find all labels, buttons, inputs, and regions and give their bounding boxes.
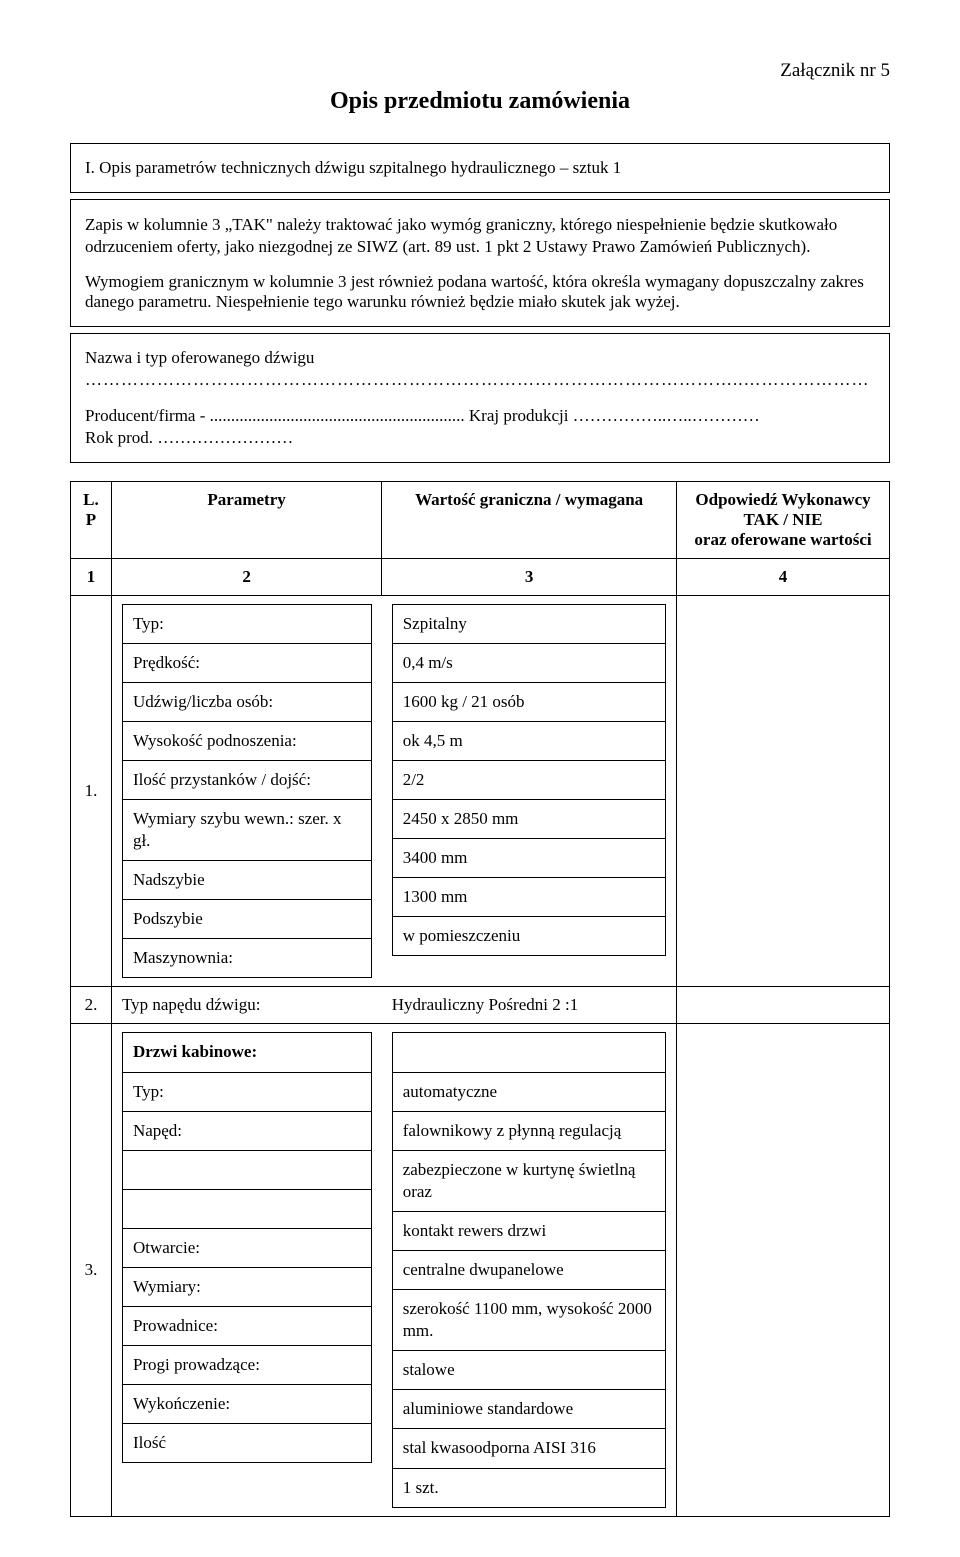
param-label: Progi prowadzące: <box>122 1346 371 1385</box>
param-label: Prędkość: <box>122 643 371 682</box>
section-heading-box: I. Opis parametrów technicznych dźwigu s… <box>70 143 890 193</box>
row-values: Hydrauliczny Pośredni 2 :1 <box>382 987 677 1024</box>
param-value: 1600 kg / 21 osób <box>392 682 665 721</box>
param-label: Ilość przystanków / dojść: <box>122 760 371 799</box>
intro-paragraph-1: Zapis w kolumnie 3 „TAK" należy traktowa… <box>85 214 875 258</box>
param-value: centralne dwupanelowe <box>392 1251 665 1290</box>
colnum-3: 3 <box>382 558 677 595</box>
header-parameters: Parametry <box>111 481 381 558</box>
row-params: Typ: Prędkość: Udźwig/liczba osób: Wysok… <box>111 595 381 987</box>
country-dots: ……………..…..………… <box>573 406 760 425</box>
param-value: 2/2 <box>392 760 665 799</box>
param-label: Napęd: <box>122 1111 371 1150</box>
param-value: stalowe <box>392 1351 665 1390</box>
param-subheading: Drzwi kabinowe: <box>122 1033 371 1072</box>
param-value: ok 4,5 m <box>392 721 665 760</box>
param-label: Udźwig/liczba osób: <box>122 682 371 721</box>
device-name-label: Nazwa i typ oferowanego dźwigu <box>85 348 875 368</box>
row-answer <box>677 595 890 987</box>
table-number-row: 1 2 3 4 <box>71 558 890 595</box>
param-label: Nadszybie <box>122 861 371 900</box>
intro-paragraph-2: Wymogiem granicznym w kolumnie 3 jest ró… <box>85 272 875 312</box>
row-values: automatyczne falownikowy z płynną regula… <box>382 1024 677 1516</box>
param-label: Prowadnice: <box>122 1307 371 1346</box>
colnum-4: 4 <box>677 558 890 595</box>
header-lp: L. P <box>71 481 112 558</box>
param-value: 1300 mm <box>392 878 665 917</box>
form-box: Nazwa i typ oferowanego dźwigu ………………………… <box>70 333 890 463</box>
param-value: falownikowy z płynną regulacją <box>392 1111 665 1150</box>
param-value: 3400 mm <box>392 839 665 878</box>
param-value: Szpitalny <box>392 604 665 643</box>
row-lp: 3. <box>71 1024 112 1516</box>
param-label <box>122 1150 371 1189</box>
parameters-table: L. P Parametry Wartość graniczna / wymag… <box>70 481 890 1517</box>
table-row: 1. Typ: Prędkość: Udźwig/liczba osób: Wy… <box>71 595 890 987</box>
header-value: Wartość graniczna / wymagana <box>382 481 677 558</box>
param-label: Typ: <box>122 1072 371 1111</box>
year-dots: …………………… <box>157 428 293 447</box>
document-title: Opis przedmiotu zamówienia <box>70 88 890 115</box>
param-value: 1 szt. <box>392 1468 665 1507</box>
section-heading: I. Opis parametrów technicznych dźwigu s… <box>85 158 621 177</box>
param-label: Wysokość podnoszenia: <box>122 721 371 760</box>
table-row: 3. Drzwi kabinowe: Typ: Napęd: Otwarcie:… <box>71 1024 890 1516</box>
param-value: kontakt rewers drzwi <box>392 1211 665 1250</box>
row-answer <box>677 1024 890 1516</box>
param-value: zabezpieczone w kurtynę świetlną oraz <box>392 1150 665 1211</box>
param-label: Otwarcie: <box>122 1228 371 1267</box>
param-value: automatyczne <box>392 1072 665 1111</box>
year-label: Rok prod. <box>85 428 153 447</box>
colnum-2: 2 <box>111 558 381 595</box>
row-params: Typ napędu dźwigu: <box>111 987 381 1024</box>
param-value: 2450 x 2850 mm <box>392 799 665 838</box>
row-values: Szpitalny 0,4 m/s 1600 kg / 21 osób ok 4… <box>382 595 677 987</box>
param-label: Wymiary szybu wewn.: szer. x gł. <box>122 799 371 860</box>
param-label: Maszynownia: <box>122 939 371 978</box>
param-label: Wymiary: <box>122 1268 371 1307</box>
manufacturer-label: Producent/firma - <box>85 406 205 425</box>
device-name-dots: ………………………………………………………………………………………………..……… <box>85 370 875 390</box>
table-header-row: L. P Parametry Wartość graniczna / wymag… <box>71 481 890 558</box>
param-label <box>122 1189 371 1228</box>
param-label: Typ: <box>122 604 371 643</box>
intro-text-box: Zapis w kolumnie 3 „TAK" należy traktowa… <box>70 199 890 327</box>
header-answer: Odpowiedź Wykonawcy TAK / NIE oraz ofero… <box>677 481 890 558</box>
row-answer <box>677 987 890 1024</box>
manufacturer-dots: ........................................… <box>210 406 465 425</box>
row-lp: 2. <box>71 987 112 1024</box>
country-label: Kraj produkcji <box>469 406 569 425</box>
param-value: w pomieszczeniu <box>392 917 665 956</box>
attachment-label: Załącznik nr 5 <box>70 60 890 82</box>
param-value: 0,4 m/s <box>392 643 665 682</box>
param-value: aluminiowe standardowe <box>392 1390 665 1429</box>
param-label: Podszybie <box>122 900 371 939</box>
table-row: 2. Typ napędu dźwigu: Hydrauliczny Pośre… <box>71 987 890 1024</box>
row-lp: 1. <box>71 595 112 987</box>
param-label: Wykończenie: <box>122 1385 371 1424</box>
param-value: szerokość 1100 mm, wysokość 2000 mm. <box>392 1290 665 1351</box>
param-label: Ilość <box>122 1424 371 1463</box>
param-value <box>392 1033 665 1072</box>
param-value: stal kwasoodporna AISI 316 <box>392 1429 665 1468</box>
row-params: Drzwi kabinowe: Typ: Napęd: Otwarcie: Wy… <box>111 1024 381 1516</box>
colnum-1: 1 <box>71 558 112 595</box>
